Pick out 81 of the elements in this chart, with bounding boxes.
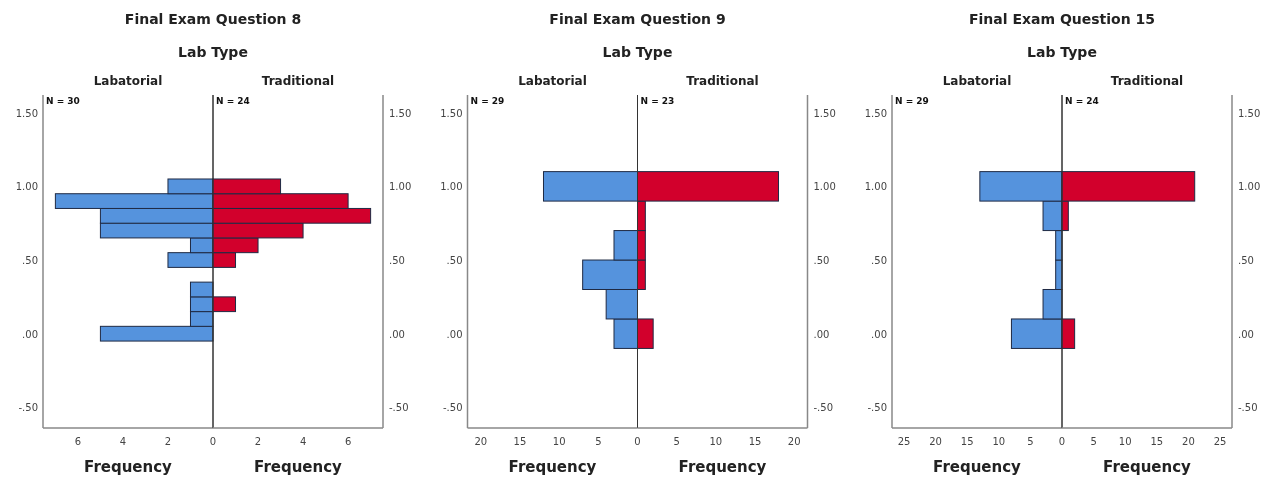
text: Labatorial [518, 74, 587, 88]
annotation: N = 23 [640, 96, 675, 106]
x-tick-label: 25 [897, 436, 911, 447]
x-tick-label: 10 [709, 436, 723, 447]
x-tick-label: 4 [119, 436, 127, 447]
x-tick-label: 0 [634, 436, 641, 447]
x-tick-label: 20 [929, 436, 942, 447]
chart-title: Final Exam Question 8 [124, 11, 302, 27]
y-tick-label: 1.50 [389, 107, 412, 119]
y-tick-label: -.50 [1238, 402, 1258, 414]
y-tick-label: -.50 [442, 402, 463, 414]
y-tick-label: .50 [22, 255, 38, 267]
annotation: N = 29 [470, 96, 505, 106]
x-tick-label: 15 [1150, 436, 1164, 447]
x-axis-title: Frequency [1103, 458, 1192, 476]
chart-title: Final Exam Question 15 [968, 11, 1156, 27]
x-tick-label: 5 [1027, 436, 1034, 447]
y-tick-label: 1.00 [440, 181, 463, 193]
x-tick-label: 10 [1118, 436, 1132, 447]
x-tick-label: 2 [254, 436, 262, 447]
x-tick-label: 15 [513, 436, 527, 447]
x-tick-label: 5 [595, 436, 602, 447]
x-tick-label: 0 [1058, 436, 1066, 447]
annotation: N = 24 [1065, 96, 1099, 106]
y-tick-label: .00 [389, 328, 405, 340]
x-tick-label: 0 [209, 436, 217, 447]
chart-subtitle: Lab Type [602, 44, 673, 60]
y-tick-label: 1.50 [864, 107, 887, 119]
y-tick-label: .50 [446, 255, 463, 267]
text: Traditional [261, 74, 335, 88]
y-tick-label: .00 [22, 328, 38, 340]
x-tick-label: 2 [164, 436, 172, 447]
y-tick-label: 1.00 [389, 181, 412, 193]
text: Traditional [686, 74, 759, 88]
x-tick-label: 15 [748, 436, 762, 447]
x-tick-label: 20 [1182, 436, 1195, 447]
y-tick-label: -.50 [389, 402, 409, 414]
x-tick-label: 4 [299, 436, 307, 447]
chart-subtitle: Lab Type [178, 44, 248, 60]
x-tick-label: 20 [474, 436, 488, 447]
annotation: N = 29 [895, 96, 929, 106]
annotation: N = 24 [216, 96, 250, 106]
y-tick-label: .00 [813, 328, 830, 340]
y-tick-label: -.50 [18, 402, 38, 414]
y-tick-label: 1.50 [440, 107, 463, 119]
x-tick-label: 15 [960, 436, 974, 447]
x-tick-label: 5 [1090, 436, 1097, 447]
x-tick-label: 5 [673, 436, 680, 447]
y-tick-label: .00 [446, 328, 463, 340]
y-tick-label: -.50 [867, 402, 887, 414]
x-axis-title: Frequency [678, 458, 767, 476]
y-tick-label: .00 [1238, 328, 1254, 340]
x-axis-title: Frequency [84, 458, 173, 476]
x-axis-title: Frequency [933, 458, 1022, 476]
y-tick-label: 1.00 [1238, 181, 1261, 193]
x-axis-title: Frequency [254, 458, 343, 476]
y-tick-label: .00 [871, 328, 887, 340]
x-tick-label: 10 [992, 436, 1006, 447]
y-tick-label: -.50 [813, 402, 834, 414]
x-tick-label: 20 [787, 436, 801, 447]
y-tick-label: 1.50 [15, 107, 38, 119]
y-tick-label: .50 [1238, 255, 1254, 267]
y-tick-label: .50 [813, 255, 830, 267]
chart-subtitle: Lab Type [1027, 44, 1097, 60]
y-tick-label: 1.00 [15, 181, 38, 193]
x-tick-label: 25 [1213, 436, 1227, 447]
y-tick-label: 1.50 [813, 107, 836, 119]
y-tick-label: 1.00 [813, 181, 836, 193]
x-axis-title: Frequency [508, 458, 597, 476]
y-tick-label: 1.50 [1238, 107, 1261, 119]
chart-title: Final Exam Question 9 [549, 11, 726, 27]
text: Labatorial [942, 74, 1012, 88]
annotation: N = 30 [46, 96, 80, 106]
y-tick-label: .50 [871, 255, 887, 267]
x-tick-label: 6 [344, 436, 352, 447]
text: Traditional [1110, 74, 1184, 88]
x-tick-label: 6 [74, 436, 82, 447]
y-tick-label: 1.00 [864, 181, 887, 193]
y-tick-label: .50 [389, 255, 405, 267]
x-tick-label: 10 [552, 436, 566, 447]
text: Labatorial [93, 74, 163, 88]
